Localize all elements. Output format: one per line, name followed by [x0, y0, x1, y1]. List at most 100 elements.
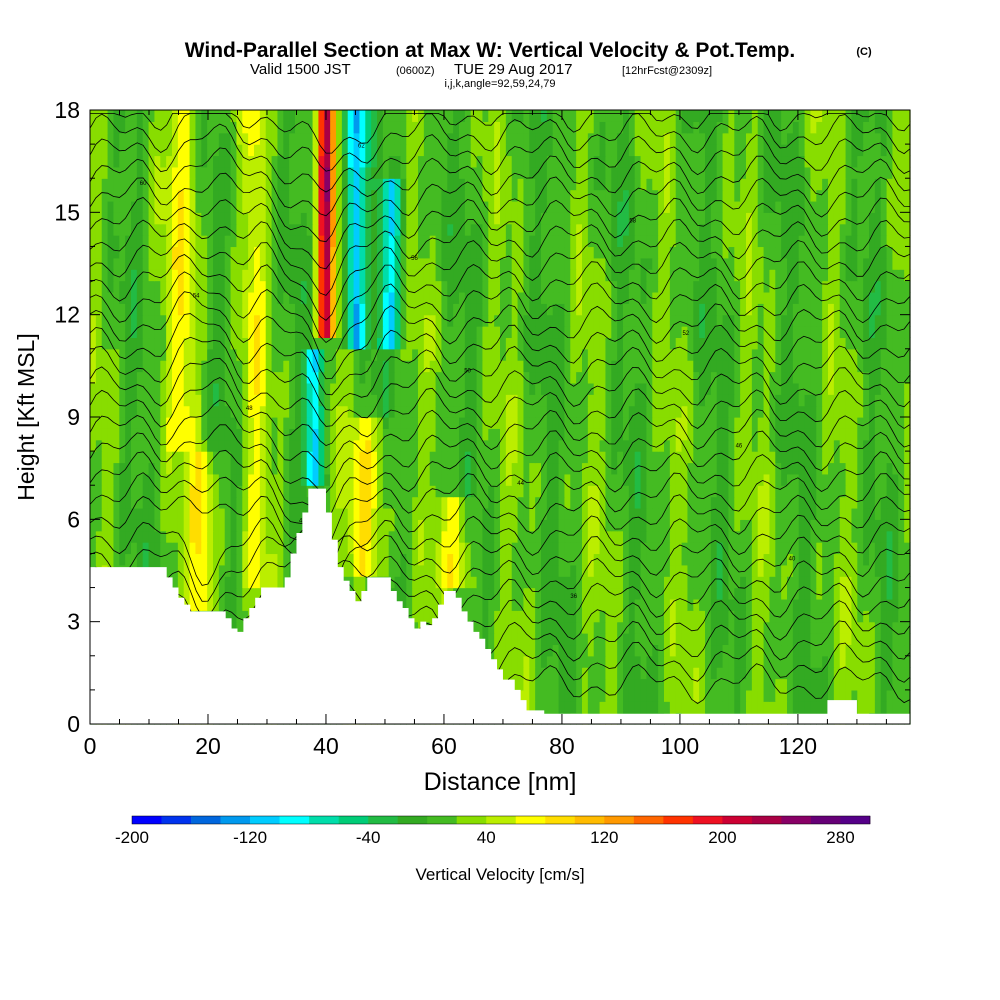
field-cell: [587, 655, 595, 668]
field-cell: [898, 462, 905, 475]
field-cell: [593, 587, 601, 600]
field-cell: [564, 462, 571, 475]
field-cell: [459, 371, 466, 384]
field-cell: [687, 644, 694, 657]
field-cell: [546, 655, 554, 668]
field-cell: [787, 644, 794, 657]
field-cell: [564, 678, 571, 691]
field-cell: [505, 326, 513, 339]
field-cell: [675, 405, 683, 418]
field-cell: [476, 507, 484, 520]
field-cell: [505, 394, 513, 407]
field-cell: [810, 326, 817, 339]
field-cell: [781, 598, 788, 611]
field-cell: [705, 621, 712, 634]
field-cell: [845, 564, 853, 577]
field-cell: [394, 394, 402, 407]
field-cell: [869, 451, 876, 464]
field-cell: [160, 371, 167, 384]
field-cell: [705, 530, 712, 543]
field-cell: [874, 417, 882, 429]
field-cell: [324, 473, 331, 486]
field-cell: [382, 496, 390, 509]
field-cell: [898, 689, 905, 702]
field-cell: [886, 473, 894, 486]
field-cell: [418, 337, 425, 350]
field-cell: [189, 507, 197, 520]
field-cell: [775, 394, 782, 407]
field-cell: [763, 439, 771, 452]
field-cell: [599, 473, 607, 486]
field-cell: [482, 405, 489, 418]
field-cell: [459, 394, 466, 407]
field-cell: [652, 496, 659, 509]
field-cell: [628, 394, 636, 407]
field-cell: [341, 496, 349, 509]
field-cell: [312, 394, 320, 407]
field-cell: [195, 417, 202, 429]
field-cell: [494, 417, 501, 429]
field-cell: [119, 553, 126, 566]
field-cell: [874, 530, 882, 543]
field-cell: [330, 314, 337, 327]
field-cell: [582, 678, 589, 691]
field-cell: [886, 701, 894, 714]
field-cell: [576, 462, 583, 475]
field-cell: [248, 439, 255, 452]
field-cell: [582, 417, 589, 429]
field-cell: [564, 371, 571, 384]
field-cell: [898, 678, 905, 691]
field-cell: [412, 337, 419, 350]
field-cell: [886, 337, 894, 350]
field-cell: [517, 428, 525, 441]
field-cell: [857, 485, 864, 498]
field-cell: [470, 417, 478, 429]
field-cell: [271, 428, 279, 441]
field-cell: [564, 553, 571, 566]
field-cell: [892, 348, 899, 361]
field-cell: [845, 598, 853, 611]
field-cell: [148, 326, 156, 339]
field-cell: [377, 507, 384, 520]
field-cell: [541, 553, 548, 566]
field-cell: [593, 610, 601, 623]
field-cell: [734, 496, 741, 509]
field-cell: [482, 610, 489, 623]
field-cell: [511, 371, 519, 384]
field-cell: [541, 326, 548, 339]
field-cell: [775, 371, 782, 384]
field-cell: [177, 348, 185, 361]
field-cell: [640, 348, 648, 361]
field-cell: [611, 507, 618, 520]
field-cell: [716, 701, 724, 714]
field-cell: [552, 689, 560, 702]
field-cell: [880, 542, 888, 555]
field-cell: [751, 667, 759, 680]
field-cell: [107, 360, 115, 373]
field-cell: [658, 394, 665, 407]
field-cell: [154, 360, 161, 373]
field-cell: [336, 405, 343, 418]
field-cell: [529, 644, 536, 657]
field-cell: [259, 394, 267, 407]
field-cell: [798, 519, 806, 532]
field-cell: [763, 576, 771, 589]
field-cell: [113, 462, 120, 475]
field-cell: [833, 542, 841, 555]
field-cell: [845, 348, 853, 361]
field-cell: [365, 507, 372, 520]
field-cell: [792, 564, 800, 577]
field-cell: [183, 451, 191, 464]
field-cell: [605, 473, 612, 486]
field-cell: [716, 576, 724, 589]
field-cell: [617, 678, 624, 691]
field-cell: [605, 451, 612, 464]
field-cell: [722, 371, 730, 384]
field-cell: [453, 485, 460, 498]
field-cell: [699, 473, 706, 486]
field-cell: [587, 564, 595, 577]
field-cell: [669, 530, 677, 543]
field-cell: [324, 417, 331, 429]
field-cell: [546, 689, 554, 702]
field-cell: [898, 348, 905, 361]
